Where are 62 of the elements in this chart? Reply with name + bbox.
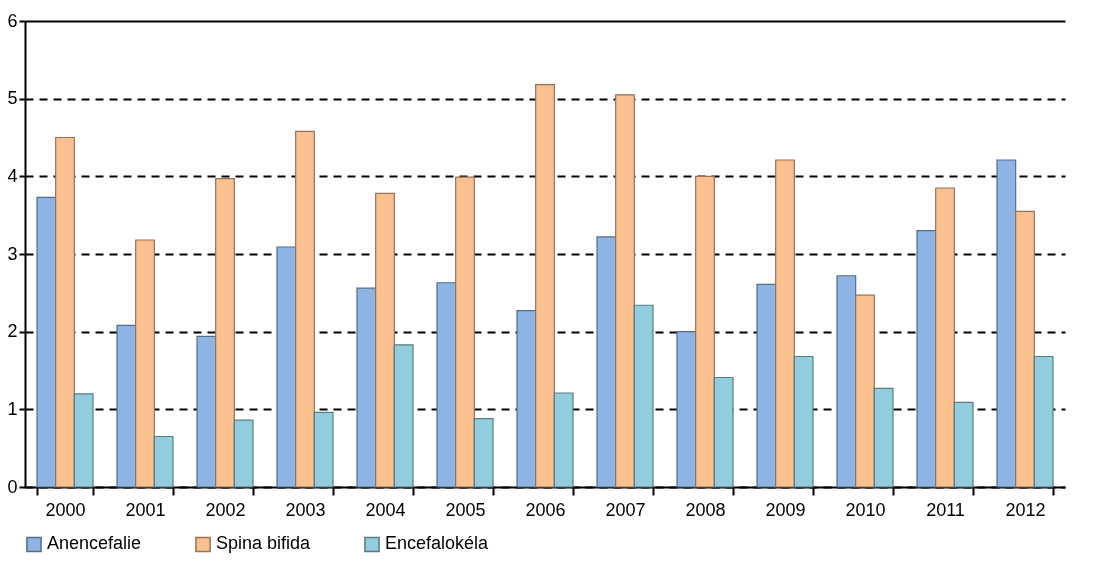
y-tick-label: 0: [7, 476, 18, 497]
x-tick-label: 2009: [765, 499, 806, 520]
bar: [855, 294, 875, 488]
bar: [356, 287, 377, 488]
x-tick-label: 2004: [365, 499, 406, 520]
bar: [535, 84, 555, 488]
bar: [55, 136, 75, 488]
x-tick-label: 2012: [1005, 499, 1046, 520]
bar: [793, 355, 814, 488]
bar: [135, 239, 155, 488]
x-tick-label: 2006: [525, 499, 566, 520]
bar: [756, 283, 777, 488]
bar: [276, 246, 297, 488]
x-tick-label: 2007: [605, 499, 646, 520]
bar: [153, 435, 174, 488]
bar: [295, 130, 315, 488]
bar: [233, 419, 254, 488]
bar: [436, 282, 457, 488]
x-tick-label: 2002: [205, 499, 246, 520]
legend-label: Encefalokéla: [385, 533, 490, 554]
bar: [553, 392, 574, 488]
bar: [196, 335, 217, 488]
bar: [313, 411, 334, 488]
legend-label: Anencefalie: [47, 533, 142, 554]
x-tick-label: 2010: [845, 499, 886, 520]
legend-label: Spina bifida: [216, 533, 312, 554]
y-tick-label: 3: [7, 243, 18, 264]
x-tick-label: 2011: [926, 499, 965, 520]
bar: [596, 236, 617, 488]
bar: [1033, 355, 1054, 488]
bar: [996, 159, 1017, 488]
x-tick-label: 2003: [285, 499, 326, 520]
bar: [775, 159, 795, 488]
bar: [393, 344, 414, 488]
bar: [953, 401, 974, 488]
bar: [473, 418, 494, 488]
bar: [375, 192, 395, 488]
x-tick-label: 2001: [125, 499, 166, 520]
bar: [713, 376, 734, 488]
bar: [1015, 210, 1035, 488]
bar: [695, 175, 715, 488]
x-tick-label: 2008: [685, 499, 726, 520]
x-tick-label: 2000: [45, 499, 86, 520]
bar: [516, 310, 537, 488]
bar: [836, 275, 857, 488]
y-tick-label: 1: [7, 398, 18, 419]
y-tick-label: 4: [7, 165, 18, 186]
bar: [36, 196, 57, 488]
bar: [73, 393, 94, 488]
bar: [215, 178, 235, 488]
bar: [916, 230, 937, 488]
bar: [935, 187, 955, 488]
y-tick-label: 6: [7, 10, 18, 31]
y-tick-label: 2: [7, 321, 18, 342]
bar: [633, 304, 654, 488]
bar: [116, 324, 137, 488]
bar: [455, 176, 475, 488]
y-tick-label: 5: [7, 88, 18, 109]
bar: [873, 387, 894, 488]
x-tick-label: 2005: [445, 499, 486, 520]
bar: [676, 331, 697, 488]
bar: [615, 94, 635, 488]
